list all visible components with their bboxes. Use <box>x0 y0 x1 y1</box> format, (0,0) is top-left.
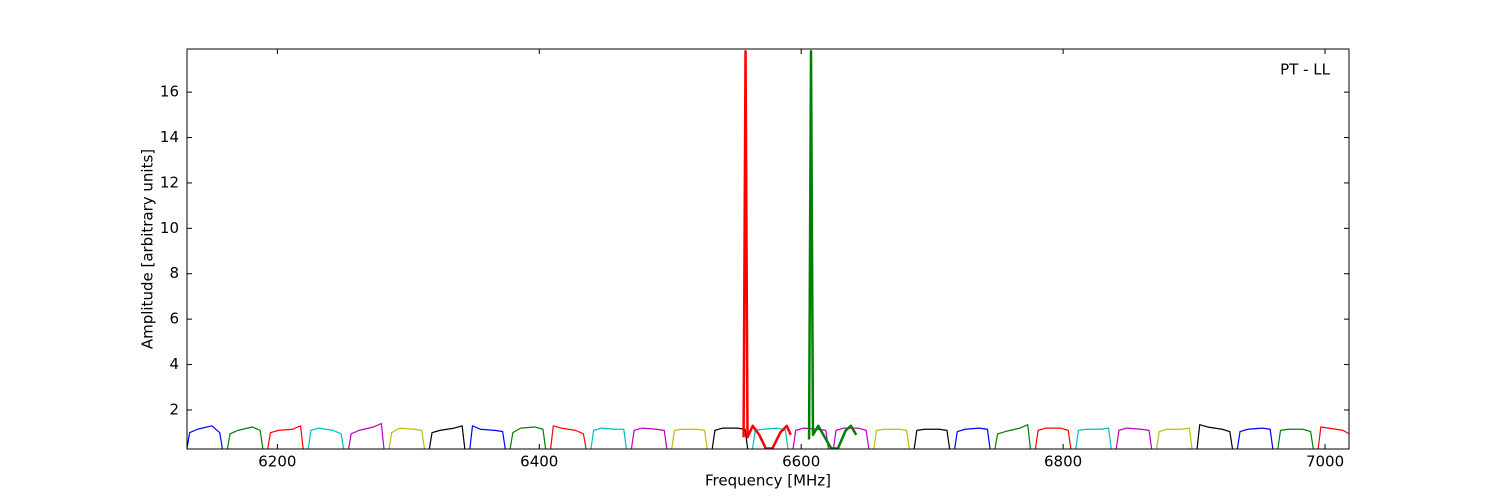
y-tick-label: 4 <box>169 355 179 373</box>
series-line <box>226 426 264 449</box>
series-line <box>994 424 1031 449</box>
series-line <box>671 428 708 449</box>
y-tick-label: 10 <box>160 219 179 237</box>
series-line <box>307 427 345 449</box>
y-tick-label: 12 <box>160 173 179 191</box>
y-tick-label: 14 <box>160 128 179 146</box>
series-line <box>742 50 792 449</box>
x-tick-label: 6400 <box>520 453 558 471</box>
series-line <box>267 425 304 449</box>
series-line <box>954 427 991 449</box>
annotation: PT - LL <box>1280 61 1331 79</box>
x-axis-label: Frequency [MHz] <box>705 472 831 490</box>
series-line <box>630 427 668 449</box>
series-line <box>711 427 749 449</box>
x-tick-label: 6800 <box>1044 453 1082 471</box>
series-line <box>1075 427 1112 449</box>
series-line <box>913 428 951 449</box>
axes-frame <box>186 48 1350 450</box>
x-tick-label: 6200 <box>258 453 296 471</box>
x-tick-label: 6600 <box>782 453 820 471</box>
series-line <box>590 427 627 449</box>
series-line <box>1317 426 1349 449</box>
series-line <box>1277 428 1314 449</box>
y-axis-label: Amplitude [arbitrary units] <box>139 149 157 349</box>
series-line <box>1196 424 1234 449</box>
y-tick-label: 6 <box>169 310 179 328</box>
x-tick-label: 7000 <box>1306 453 1344 471</box>
y-tick-label: 2 <box>169 400 179 418</box>
series-line <box>187 425 223 449</box>
y-tick-label: 16 <box>160 83 179 101</box>
series-line <box>792 427 830 449</box>
series-line <box>428 425 466 449</box>
series-line <box>1156 427 1193 449</box>
series-line <box>388 427 426 449</box>
series-line <box>1115 427 1153 449</box>
series-line <box>1034 427 1072 449</box>
series-line <box>1236 427 1274 449</box>
series-line <box>807 50 858 449</box>
series-line <box>550 425 587 449</box>
series-line <box>873 428 910 449</box>
series-line <box>469 425 506 449</box>
series-line <box>348 422 385 449</box>
series-line <box>509 426 547 449</box>
series-line <box>752 427 789 449</box>
plot-area <box>187 50 1349 449</box>
y-tick-label: 8 <box>169 264 179 282</box>
